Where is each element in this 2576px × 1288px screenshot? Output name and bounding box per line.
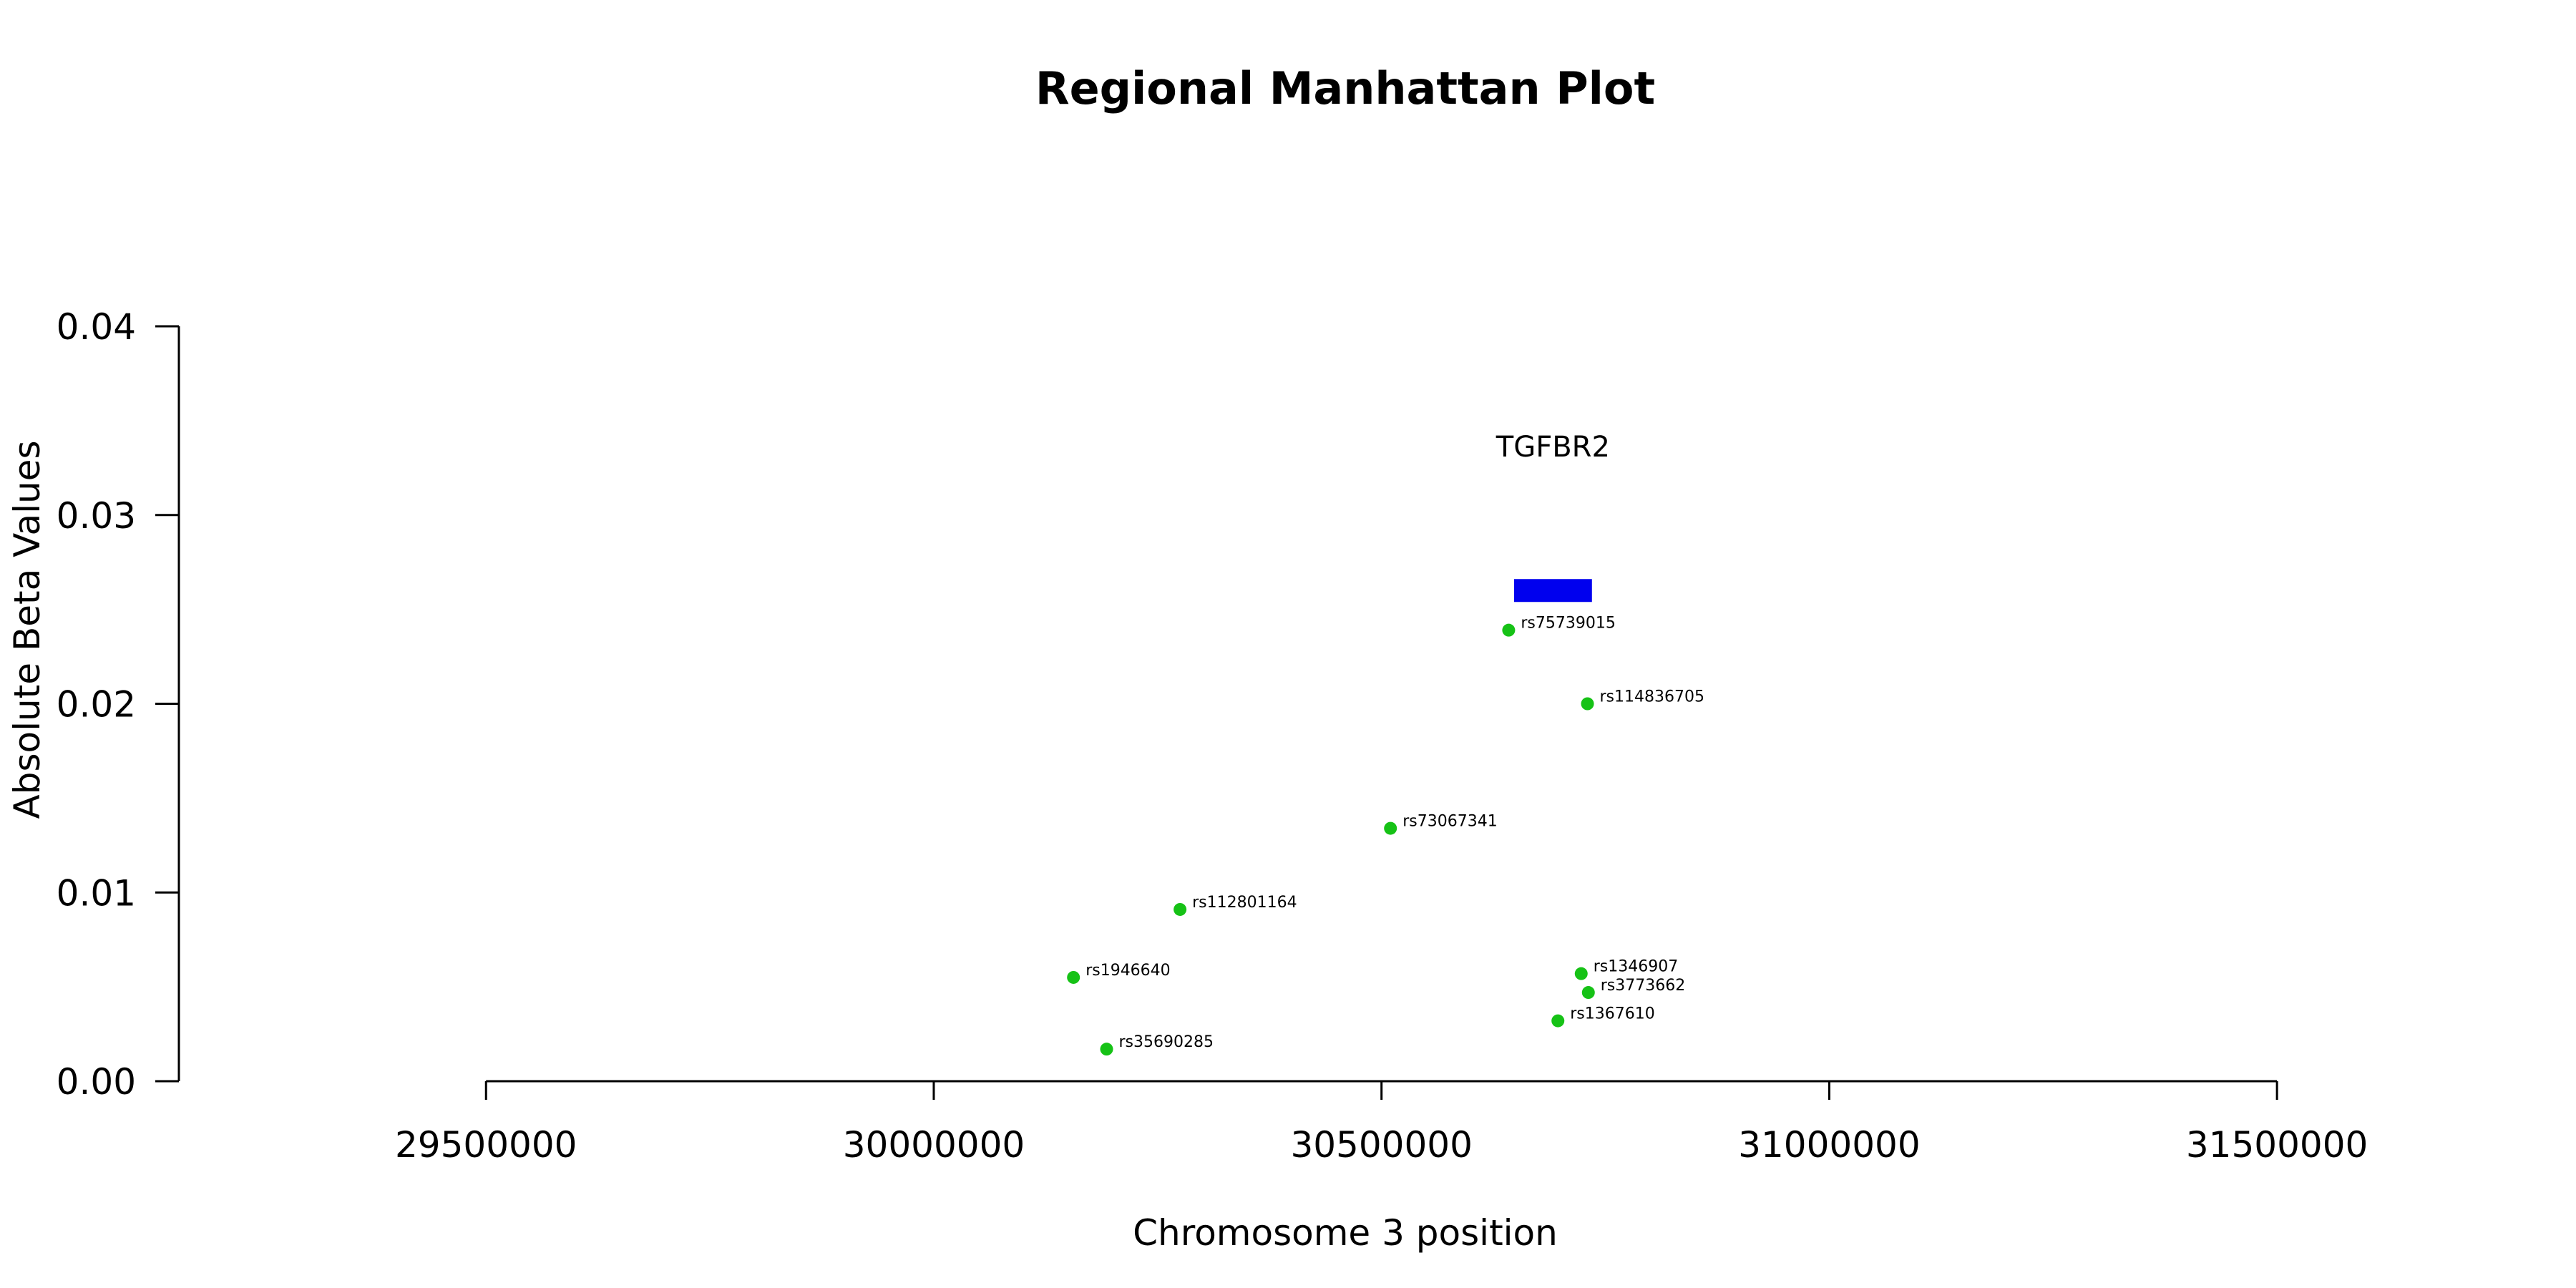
snp-point [1384,821,1397,835]
x-axis-label: Chromosome 3 position [1133,1212,1558,1254]
y-tick-label: 0.02 [57,684,136,726]
snp-point [1174,902,1187,916]
snp-label: rs1946640 [1085,962,1171,980]
y-tick-label: 0.00 [57,1061,136,1103]
snp-label: rs112801164 [1192,894,1297,912]
gene-track: TGFBR2 [1496,431,1610,602]
y-tick-label: 0.03 [57,495,136,537]
snp-label: rs75739015 [1521,615,1615,633]
snp-point [1581,986,1595,1000]
snp-label: rs1367610 [1570,1005,1655,1023]
snp-point [1551,1014,1565,1028]
gene-bar [1513,579,1592,602]
y-tick-label: 0.04 [57,306,136,348]
x-tick-label: 31000000 [1738,1124,1921,1166]
y-tick-label: 0.01 [57,872,136,914]
snp-point [1581,697,1594,711]
y-axis: 0.00 0.01 0.02 0.03 0.04 [57,306,180,1103]
x-axis: 29500000 30000000 30500000 31000000 31500000 [395,1080,2368,1166]
x-tick-label: 30500000 [1290,1124,1473,1166]
snp-point [1067,970,1080,984]
snp-point [1502,623,1516,637]
snp-points: rs75739015 rs114836705 rs73067341 rs1128011… [1067,615,1704,1056]
y-axis-label: Absolute Beta Values [6,441,48,819]
x-tick-label: 29500000 [395,1124,577,1166]
snp-label: rs1346907 [1594,958,1679,976]
snp-label: rs73067341 [1402,813,1497,831]
x-tick-label: 30000000 [843,1124,1025,1166]
snp-label: rs35690285 [1118,1033,1213,1051]
gene-label: TGFBR2 [1496,431,1610,464]
snp-point [1574,967,1588,980]
snp-point [1100,1043,1113,1056]
snp-label: rs114836705 [1600,688,1704,706]
x-tick-label: 31500000 [2186,1124,2368,1166]
chart-title: Regional Manhattan Plot [1035,62,1655,114]
snp-label: rs3773662 [1601,977,1686,995]
